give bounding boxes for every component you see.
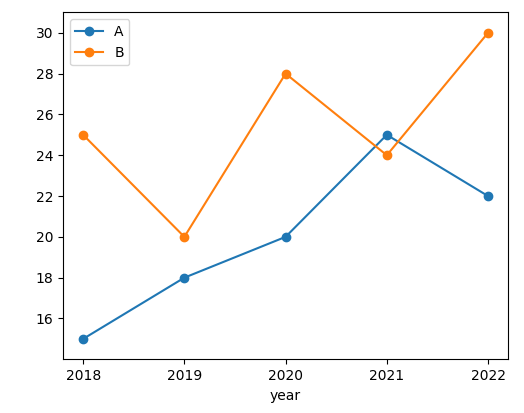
B xyxy=(485,30,491,35)
A xyxy=(80,337,86,342)
Line: B: B xyxy=(79,28,492,241)
B xyxy=(282,71,289,76)
Line: A: A xyxy=(79,131,492,343)
B xyxy=(80,132,86,137)
A xyxy=(181,275,188,280)
A xyxy=(384,132,390,137)
Legend: A, B: A, B xyxy=(70,19,129,65)
X-axis label: year: year xyxy=(270,389,301,403)
B xyxy=(384,153,390,158)
B xyxy=(181,235,188,240)
A xyxy=(485,194,491,199)
A xyxy=(282,235,289,240)
